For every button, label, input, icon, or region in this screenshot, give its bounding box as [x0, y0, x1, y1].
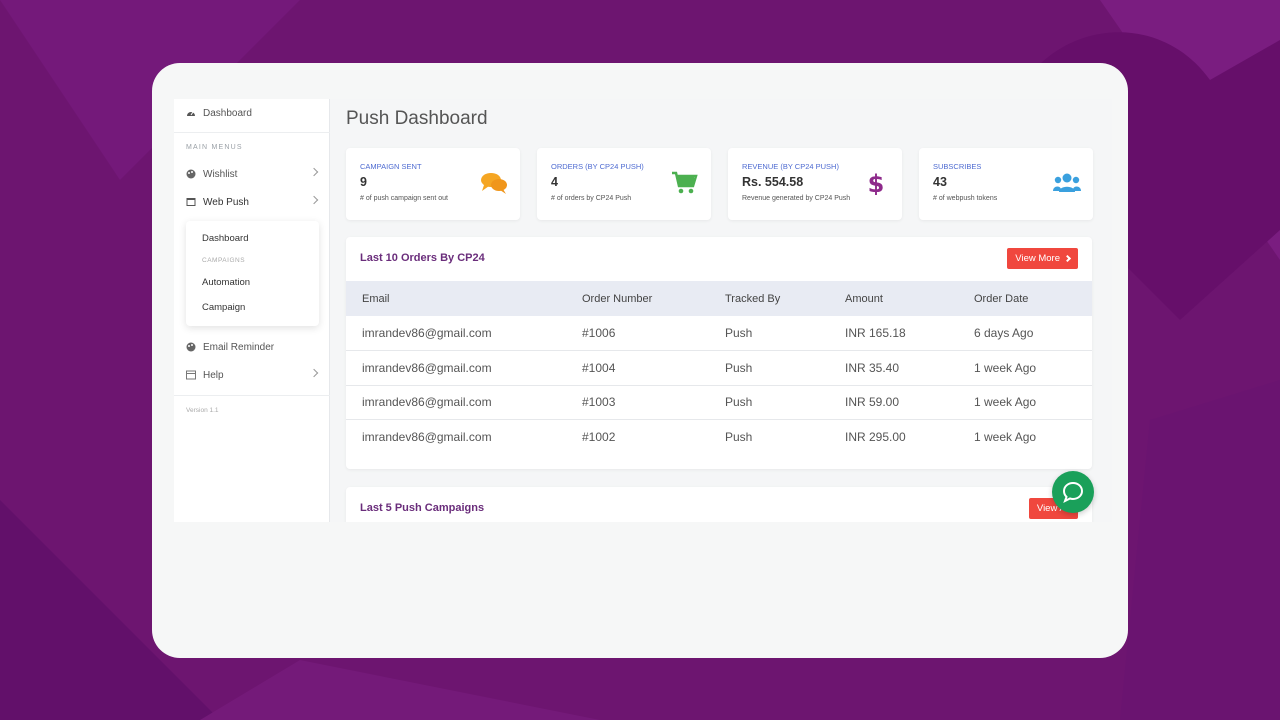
web-push-submenu: Dashboard CAMPAIGNS Automation Campaign — [186, 221, 319, 326]
stat-value: 9 — [360, 175, 367, 189]
submenu-item-campaign[interactable]: Campaign — [202, 302, 246, 313]
table-header-row: Email Order Number Tracked By Amount Ord… — [346, 281, 1092, 316]
palette-icon — [186, 342, 196, 352]
calendar-icon — [186, 370, 196, 380]
cell-amount: INR 59.00 — [845, 385, 974, 420]
chat-bubble-icon — [1062, 481, 1084, 503]
column-header-order-date: Order Date — [974, 292, 1029, 305]
view-more-label: View More — [1015, 253, 1060, 264]
cell-order-number: #1003 — [582, 385, 725, 420]
sidebar-item-label: Help — [203, 369, 224, 381]
stat-card-revenue: REVENUE (BY CP24 PUSH) Rs. 554.58 Revenu… — [728, 148, 902, 220]
table-row: imrandev86@gmail.com #1003 Push INR 59.0… — [346, 385, 1092, 420]
chat-widget-button[interactable] — [1052, 471, 1094, 513]
column-header-tracked-by: Tracked By — [725, 292, 781, 305]
sidebar-section-heading: MAIN MENUS — [186, 144, 243, 151]
column-header-order-number: Order Number — [582, 292, 653, 305]
sidebar-item-label: Wishlist — [203, 168, 238, 180]
table-row: imrandev86@gmail.com #1004 Push INR 35.4… — [346, 350, 1092, 386]
stat-card-orders: ORDERS (BY CP24 PUSH) 4 # of orders by C… — [537, 148, 711, 220]
stat-desc: # of orders by CP24 Push — [551, 195, 632, 202]
stat-label: CAMPAIGN SENT — [360, 162, 422, 171]
divider — [174, 395, 330, 396]
stat-label: ORDERS (BY CP24 PUSH) — [551, 162, 644, 171]
app-window: Dashboard MAIN MENUS Wishlist Web Push D… — [174, 99, 1112, 522]
column-header-amount: Amount — [845, 292, 883, 305]
sidebar-item-label: Email Reminder — [203, 341, 275, 353]
stat-card-subscribes: SUBSCRIBES 43 # of webpush tokens — [919, 148, 1093, 220]
sidebar-item-label: Dashboard — [203, 107, 252, 119]
cell-tracked-by: Push — [725, 385, 845, 420]
cell-tracked-by: Push — [725, 316, 845, 351]
palette-icon — [186, 169, 196, 179]
cell-order-date: 6 days Ago — [974, 316, 1092, 351]
campaigns-panel-title: Last 5 Push Campaigns — [360, 502, 485, 514]
chevron-right-icon — [1063, 254, 1072, 263]
cell-amount: INR 165.18 — [845, 316, 974, 351]
sidebar-item-wishlist[interactable]: Wishlist — [186, 164, 319, 184]
sidebar-item-dashboard[interactable]: Dashboard — [186, 103, 317, 123]
chevron-right-icon — [309, 195, 319, 205]
cell-order-number: #1006 — [582, 316, 725, 351]
sidebar-item-help[interactable]: Help — [186, 365, 319, 385]
table-row: imrandev86@gmail.com #1006 Push INR 165.… — [346, 316, 1092, 351]
cell-order-date: 1 week Ago — [974, 385, 1092, 420]
cell-email: imrandev86@gmail.com — [362, 430, 492, 444]
sidebar: Dashboard MAIN MENUS Wishlist Web Push D… — [174, 99, 330, 522]
page-title: Push Dashboard — [346, 108, 488, 129]
stat-value: Rs. 554.58 — [742, 175, 804, 189]
stat-value: 43 — [933, 175, 947, 189]
chevron-right-icon — [309, 167, 319, 177]
orders-table: Email Order Number Tracked By Amount Ord… — [346, 281, 1092, 454]
submenu-item-dashboard[interactable]: Dashboard — [202, 233, 249, 244]
stat-desc: # of webpush tokens — [933, 195, 998, 202]
sidebar-item-label: Web Push — [203, 196, 249, 208]
stat-label: SUBSCRIBES — [933, 162, 982, 171]
cell-email: imrandev86@gmail.com — [346, 316, 582, 351]
submenu-item-automation[interactable]: Automation — [202, 277, 251, 288]
window-icon — [186, 198, 196, 206]
campaigns-panel: Last 5 Push Campaigns View All — [346, 487, 1092, 522]
orders-panel-title: Last 10 Orders By CP24 — [360, 252, 485, 264]
column-header-email: Email — [362, 292, 390, 305]
main-content: Push Dashboard CAMPAIGN SENT 9 # of push… — [331, 99, 1112, 522]
divider — [174, 132, 330, 133]
version-label: Version 1.1 — [186, 407, 219, 414]
cell-tracked-by: Push — [725, 350, 845, 386]
cell-amount: INR 35.40 — [845, 350, 974, 386]
cell-order-number: #1002 — [582, 430, 616, 444]
dashboard-icon — [187, 111, 195, 116]
view-more-button[interactable]: View More — [1007, 248, 1078, 269]
svg-text:$: $ — [868, 171, 885, 195]
stat-label: REVENUE (BY CP24 PUSH) — [742, 162, 839, 171]
screenshot-frame: Dashboard MAIN MENUS Wishlist Web Push D… — [152, 63, 1128, 658]
chat-bubbles-icon — [481, 173, 507, 194]
stat-desc: Revenue generated by CP24 Push — [742, 195, 851, 202]
view-all-label: View All — [1036, 503, 1070, 514]
stat-desc: # of push campaign sent out — [360, 195, 448, 202]
users-icon — [1053, 173, 1081, 192]
cell-order-date: 1 week Ago — [974, 430, 1037, 444]
sidebar-item-web-push[interactable]: Web Push — [186, 192, 319, 212]
dollar-icon: $ — [868, 171, 885, 195]
cell-order-date: 1 week Ago — [974, 350, 1092, 386]
submenu-heading-campaigns: CAMPAIGNS — [202, 257, 246, 264]
stat-card-campaign-sent: CAMPAIGN SENT 9 # of push campaign sent … — [346, 148, 520, 220]
stat-value: 4 — [551, 175, 558, 189]
cell-email: imrandev86@gmail.com — [346, 385, 582, 420]
cell-amount: INR 295.00 — [845, 430, 906, 444]
sidebar-item-email-reminder[interactable]: Email Reminder — [186, 337, 317, 357]
cart-icon — [672, 171, 698, 194]
table-row: imrandev86@gmail.com #1002 Push INR 295.… — [346, 420, 1092, 455]
cell-order-number: #1004 — [582, 350, 725, 386]
cell-tracked-by: Push — [725, 430, 753, 444]
orders-panel: Last 10 Orders By CP24 View More Email O… — [346, 237, 1092, 469]
cell-email: imrandev86@gmail.com — [346, 350, 582, 386]
chevron-right-icon — [309, 368, 319, 378]
